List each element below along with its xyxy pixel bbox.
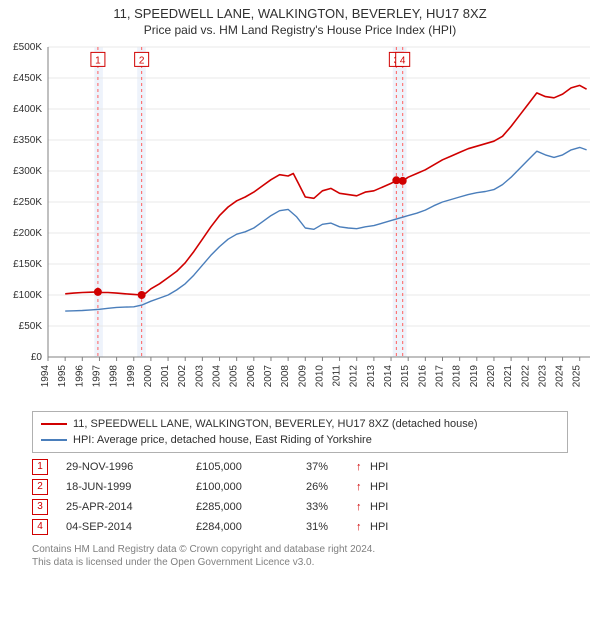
svg-text:2012: 2012 bbox=[349, 365, 360, 388]
chart-title-block: 11, SPEEDWELL LANE, WALKINGTON, BEVERLEY… bbox=[0, 0, 600, 37]
tx-suffix: HPI bbox=[370, 501, 388, 513]
tx-number-box: 1 bbox=[32, 459, 48, 475]
tx-date: 18-JUN-1999 bbox=[66, 481, 196, 493]
svg-text:2021: 2021 bbox=[503, 365, 514, 388]
svg-text:2023: 2023 bbox=[537, 365, 548, 388]
svg-text:1999: 1999 bbox=[126, 365, 137, 388]
svg-text:£500K: £500K bbox=[13, 42, 42, 53]
footer-line1: Contains HM Land Registry data © Crown c… bbox=[32, 543, 568, 556]
tx-pct: 31% bbox=[306, 521, 356, 533]
svg-text:2019: 2019 bbox=[469, 365, 480, 388]
title-subtitle: Price paid vs. HM Land Registry's House … bbox=[0, 23, 600, 37]
svg-text:2010: 2010 bbox=[314, 365, 325, 388]
svg-text:2022: 2022 bbox=[520, 365, 531, 388]
svg-text:£300K: £300K bbox=[13, 166, 42, 177]
svg-text:1996: 1996 bbox=[74, 365, 85, 388]
svg-text:2002: 2002 bbox=[177, 365, 188, 388]
tx-price: £105,000 bbox=[196, 461, 306, 473]
svg-text:1998: 1998 bbox=[109, 365, 120, 388]
svg-text:2025: 2025 bbox=[572, 365, 583, 388]
title-address: 11, SPEEDWELL LANE, WALKINGTON, BEVERLEY… bbox=[0, 6, 600, 21]
tx-price: £100,000 bbox=[196, 481, 306, 493]
tx-price: £285,000 bbox=[196, 501, 306, 513]
up-arrow-icon: ↑ bbox=[356, 501, 370, 513]
svg-text:2011: 2011 bbox=[332, 365, 343, 387]
svg-text:2004: 2004 bbox=[212, 365, 223, 388]
svg-text:1995: 1995 bbox=[57, 365, 68, 388]
legend-label-hpi: HPI: Average price, detached house, East… bbox=[73, 434, 372, 446]
svg-text:2016: 2016 bbox=[417, 365, 428, 388]
legend-swatch-property bbox=[41, 423, 67, 425]
svg-text:£250K: £250K bbox=[13, 197, 42, 208]
svg-text:2006: 2006 bbox=[246, 365, 257, 388]
legend-label-property: 11, SPEEDWELL LANE, WALKINGTON, BEVERLEY… bbox=[73, 418, 478, 430]
svg-text:£200K: £200K bbox=[13, 228, 42, 239]
svg-text:2024: 2024 bbox=[555, 365, 566, 388]
svg-text:2: 2 bbox=[139, 55, 145, 66]
svg-text:£100K: £100K bbox=[13, 290, 42, 301]
table-row: 2 18-JUN-1999 £100,000 26% ↑ HPI bbox=[32, 477, 568, 497]
tx-date: 04-SEP-2014 bbox=[66, 521, 196, 533]
table-row: 3 25-APR-2014 £285,000 33% ↑ HPI bbox=[32, 497, 568, 517]
tx-pct: 37% bbox=[306, 461, 356, 473]
svg-text:2020: 2020 bbox=[486, 365, 497, 388]
svg-text:1994: 1994 bbox=[40, 365, 51, 388]
svg-text:2014: 2014 bbox=[383, 365, 394, 388]
svg-text:2008: 2008 bbox=[280, 365, 291, 388]
legend-swatch-hpi bbox=[41, 439, 67, 441]
tx-suffix: HPI bbox=[370, 521, 388, 533]
tx-suffix: HPI bbox=[370, 461, 388, 473]
tx-price: £284,000 bbox=[196, 521, 306, 533]
table-row: 4 04-SEP-2014 £284,000 31% ↑ HPI bbox=[32, 517, 568, 537]
legend: 11, SPEEDWELL LANE, WALKINGTON, BEVERLEY… bbox=[32, 411, 568, 453]
svg-text:£50K: £50K bbox=[19, 321, 43, 332]
price-chart: £0 £50K £100K £150K £200K £250K £300K £350K £400… bbox=[0, 37, 600, 407]
tx-suffix: HPI bbox=[370, 481, 388, 493]
tx-number-box: 3 bbox=[32, 499, 48, 515]
svg-text:1997: 1997 bbox=[91, 365, 102, 388]
footer-line2: This data is licensed under the Open Gov… bbox=[32, 556, 568, 569]
svg-text:4: 4 bbox=[400, 55, 406, 66]
tx-date: 29-NOV-1996 bbox=[66, 461, 196, 473]
svg-text:£0: £0 bbox=[31, 352, 43, 363]
tx-number-box: 2 bbox=[32, 479, 48, 495]
tx-pct: 33% bbox=[306, 501, 356, 513]
svg-text:2009: 2009 bbox=[297, 365, 308, 388]
footer-attribution: Contains HM Land Registry data © Crown c… bbox=[32, 543, 568, 569]
svg-text:2007: 2007 bbox=[263, 365, 274, 388]
up-arrow-icon: ↑ bbox=[356, 521, 370, 533]
legend-row-property: 11, SPEEDWELL LANE, WALKINGTON, BEVERLEY… bbox=[41, 416, 559, 432]
up-arrow-icon: ↑ bbox=[356, 481, 370, 493]
svg-text:2000: 2000 bbox=[143, 365, 154, 388]
tx-date: 25-APR-2014 bbox=[66, 501, 196, 513]
svg-text:2018: 2018 bbox=[452, 365, 463, 388]
svg-text:2001: 2001 bbox=[160, 365, 171, 388]
tx-number-box: 4 bbox=[32, 519, 48, 535]
up-arrow-icon: ↑ bbox=[356, 461, 370, 473]
svg-text:£450K: £450K bbox=[13, 73, 42, 84]
svg-text:1: 1 bbox=[95, 55, 101, 66]
svg-text:2017: 2017 bbox=[434, 365, 445, 388]
svg-text:£350K: £350K bbox=[13, 135, 42, 146]
transactions-table: 1 29-NOV-1996 £105,000 37% ↑ HPI 2 18-JU… bbox=[32, 457, 568, 537]
tx-pct: 26% bbox=[306, 481, 356, 493]
svg-text:£150K: £150K bbox=[13, 259, 42, 270]
legend-row-hpi: HPI: Average price, detached house, East… bbox=[41, 432, 559, 448]
svg-text:2015: 2015 bbox=[400, 365, 411, 388]
svg-text:2013: 2013 bbox=[366, 365, 377, 388]
svg-text:2005: 2005 bbox=[229, 365, 240, 388]
table-row: 1 29-NOV-1996 £105,000 37% ↑ HPI bbox=[32, 457, 568, 477]
svg-text:2003: 2003 bbox=[194, 365, 205, 388]
svg-text:£400K: £400K bbox=[13, 104, 42, 115]
